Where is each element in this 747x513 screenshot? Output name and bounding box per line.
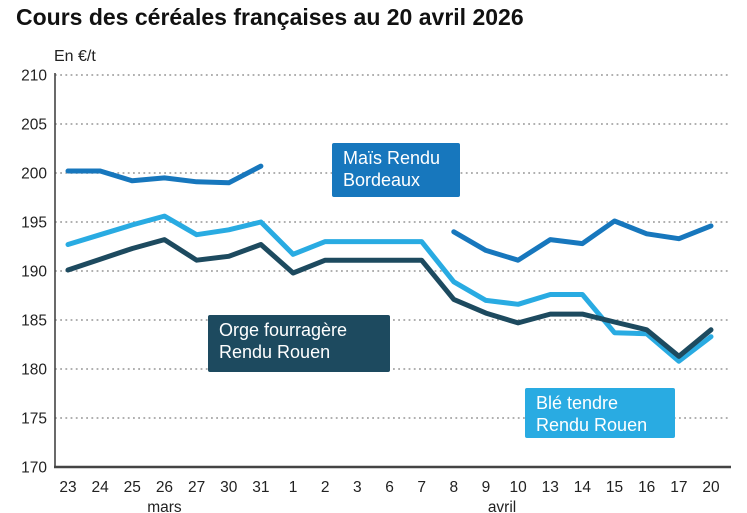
month-label-mars: mars [147, 499, 182, 513]
x-tick-label: 30 [220, 479, 238, 496]
series-label-orge-fourragere-rendu-rouen: Orge fourragère Rendu Rouen [208, 315, 390, 372]
x-tick-label: 27 [188, 479, 205, 496]
gridlines [55, 74, 731, 419]
x-tick-label: 6 [385, 479, 394, 496]
y-axis-tick-labels: 210 205 200 195 190 185 180 175 170 [21, 68, 47, 477]
y-tick-label: 185 [21, 313, 47, 330]
x-tick-label: 14 [574, 479, 592, 496]
x-tick-label: 15 [606, 479, 623, 496]
x-tick-label: 13 [542, 479, 559, 496]
month-label-avril: avril [488, 499, 516, 513]
y-tick-label: 200 [21, 166, 47, 183]
x-tick-label: 9 [482, 479, 491, 496]
x-tick-label: 7 [417, 479, 426, 496]
series-label-mais-rendu-bordeaux: Maïs Rendu Bordeaux [332, 143, 460, 197]
y-tick-label: 180 [21, 362, 47, 379]
x-tick-label: 26 [156, 479, 173, 496]
y-tick-label: 175 [21, 411, 47, 428]
series-label-text: Blé tendre [536, 393, 619, 413]
x-tick-label: 1 [289, 479, 298, 496]
series-line-orge-fourrag-re-rendu-rouen [65, 237, 714, 359]
x-tick-label: 10 [509, 479, 527, 496]
x-tick-label: 25 [124, 479, 141, 496]
series-label-ble-tendre-rendu-rouen: Blé tendre Rendu Rouen [525, 388, 675, 438]
y-axis-unit-label: En €/t [54, 48, 96, 65]
x-tick-label: 16 [638, 479, 655, 496]
y-tick-label: 190 [21, 264, 47, 281]
series-label-text: Rendu Rouen [219, 342, 331, 363]
x-axis-tick-labels: 23 24 25 26 27 30 31 1 2 3 6 7 8 9 10 13 14 15 16 17 20 [59, 479, 720, 496]
x-tick-label: 20 [702, 479, 720, 496]
x-tick-label: 24 [92, 479, 110, 496]
x-tick-label: 31 [252, 479, 269, 496]
x-tick-label: 2 [321, 479, 330, 496]
series-label-text: Rendu Rouen [536, 415, 648, 436]
y-tick-label: 205 [21, 117, 47, 134]
axes [54, 73, 731, 469]
series-label-text: Maïs Rendu [343, 148, 441, 168]
chart-title: Cours des céréales françaises au 20 avri… [16, 4, 524, 30]
x-tick-label: 17 [670, 479, 687, 496]
x-tick-label: 8 [449, 479, 458, 496]
series-label-text: Orge fourragère [219, 320, 348, 340]
y-tick-label: 195 [21, 215, 47, 232]
x-tick-label: 23 [59, 479, 76, 496]
x-tick-label: 3 [353, 479, 362, 496]
series-label-text: Bordeaux [343, 170, 421, 191]
y-tick-label: 170 [21, 460, 47, 477]
y-tick-label: 210 [21, 68, 47, 85]
series-line-ma-s-rendu-bordeaux [65, 163, 714, 263]
